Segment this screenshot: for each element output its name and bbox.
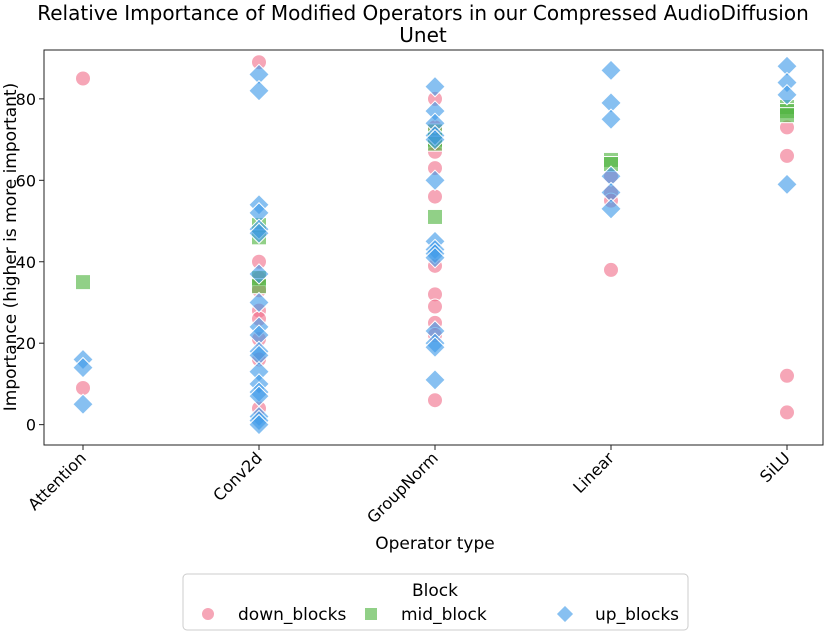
x-tick-label: GroupNorm xyxy=(363,448,442,527)
up_blocks-point xyxy=(600,59,622,82)
y-tick-label: 20 xyxy=(16,334,36,353)
mid_block-point xyxy=(75,274,91,291)
down_blocks-point xyxy=(75,379,91,396)
down_blocks-point xyxy=(603,261,619,278)
y-tick-label: 40 xyxy=(16,253,36,272)
x-tick-label: Conv2d xyxy=(209,448,266,505)
up_blocks-point xyxy=(424,336,446,359)
legend-marker-down_blocks xyxy=(201,607,215,621)
y-axis-ticks: 0 20 40 60 80 xyxy=(16,90,44,435)
up_blocks-point xyxy=(248,222,270,245)
legend-label-up_blocks: up_blocks xyxy=(595,605,679,625)
up_blocks-point xyxy=(424,128,446,151)
up_blocks-point xyxy=(248,79,270,102)
legend-marker-up_blocks xyxy=(555,604,575,624)
x-axis-label: Operator type xyxy=(375,534,494,554)
mid_block-point xyxy=(427,208,443,225)
legend-label-mid_block: mid_block xyxy=(401,605,487,625)
down_blocks-point xyxy=(427,298,443,315)
up_blocks-point xyxy=(600,108,622,131)
up_blocks-point xyxy=(248,413,270,436)
x-tick-label: SiLU xyxy=(756,448,794,486)
legend-label-down_blocks: down_blocks xyxy=(238,605,346,625)
legend-entries: down_blocks mid_block up_blocks xyxy=(201,604,679,625)
legend-marker-mid_block xyxy=(364,607,378,621)
up_blocks-point xyxy=(248,291,270,314)
x-tick-label: Attention xyxy=(24,448,90,514)
up_blocks-point xyxy=(248,263,270,285)
down_blocks-point xyxy=(779,404,795,421)
y-tick-label: 60 xyxy=(16,171,36,190)
up_blocks-point xyxy=(424,369,446,391)
y-tick-label: 0 xyxy=(26,416,36,435)
legend-title: Block xyxy=(412,581,458,601)
chart-title-line2: Unet xyxy=(399,23,447,47)
scatter-points xyxy=(72,54,798,436)
up_blocks-point xyxy=(72,356,94,379)
up_blocks-point xyxy=(776,173,798,196)
x-tick-label: Linear xyxy=(569,448,618,497)
up_blocks-point xyxy=(776,83,798,106)
plot-frame xyxy=(43,49,824,446)
chart-title-line1: Relative Importance of Modified Operator… xyxy=(37,1,809,25)
down_blocks-point xyxy=(779,367,795,384)
x-axis-ticks: Attention Conv2d GroupNorm Linear SiLU xyxy=(24,445,794,527)
y-tick-label: 80 xyxy=(16,90,36,109)
up_blocks-point xyxy=(424,75,446,98)
mid_block-point xyxy=(779,107,795,124)
y-axis-label: Importance (higher is more important) xyxy=(1,83,21,411)
up_blocks-point xyxy=(72,393,94,416)
up_blocks-point xyxy=(424,169,446,192)
down_blocks-point xyxy=(427,392,443,409)
up_blocks-point xyxy=(424,246,446,269)
legend: Block down_blocks mid_block up_blocks xyxy=(182,573,689,631)
down_blocks-point xyxy=(779,147,795,164)
up_blocks-point xyxy=(600,197,622,220)
down_blocks-point xyxy=(427,188,443,205)
down_blocks-point xyxy=(75,70,91,87)
